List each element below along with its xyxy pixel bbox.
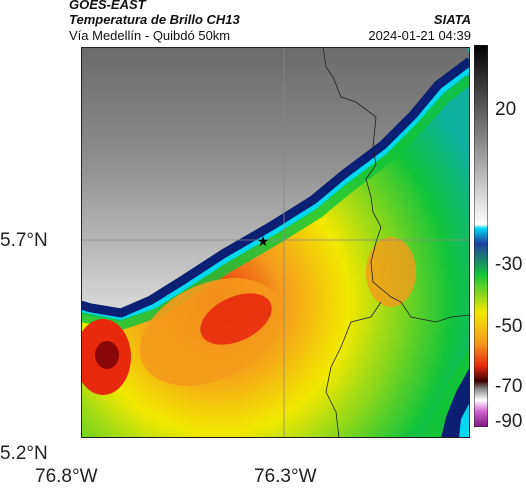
orange-east-core <box>366 237 416 307</box>
cloud-edge-green <box>81 75 470 331</box>
colorbar <box>474 45 488 427</box>
colorbar-tick-neg90: -90 <box>495 411 523 432</box>
brightness-temperature-map: ★ <box>81 47 470 438</box>
dark-red-west-core <box>95 341 119 369</box>
satellite-title: GOES-EAST <box>69 0 146 12</box>
colorbar-tick-neg50: -50 <box>495 316 523 337</box>
cloud-edge-dark <box>81 57 470 318</box>
datetime-label: 2024-01-21 04:39 <box>368 28 471 43</box>
colorbar-tick-20: 20 <box>495 99 517 120</box>
lon-tick-76-3: 76.3°W <box>254 466 317 487</box>
route-subtitle: Vía Medellín - Quibdó 50km <box>69 28 231 43</box>
colorbar-tick-neg70: -70 <box>495 376 523 397</box>
cloud-edge-east-cyan <box>459 402 470 438</box>
cloud-free-region <box>81 47 470 309</box>
lon-tick-76-8: 76.8°W <box>35 466 98 487</box>
lat-tick-5-2: 5.2°N <box>0 443 48 464</box>
org-label: SIATA <box>433 12 471 27</box>
red-core <box>200 293 272 345</box>
location-marker-star: ★ <box>257 233 270 249</box>
department-border <box>322 47 470 438</box>
colorbar-tick-neg30: -30 <box>495 254 523 275</box>
lat-tick-5-7: 5.7°N <box>0 230 48 251</box>
product-title: Temperatura de Brillo CH13 <box>69 12 240 27</box>
